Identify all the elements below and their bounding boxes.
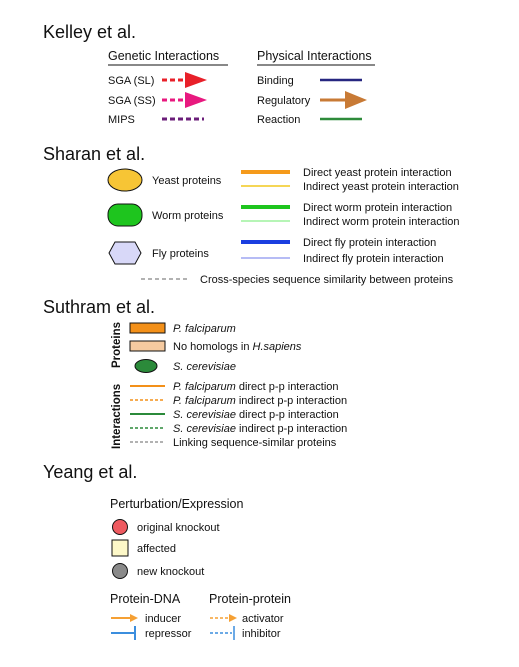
fly-protein-node <box>108 241 142 265</box>
affected-node <box>111 539 129 557</box>
repressor-label: repressor <box>145 628 192 640</box>
sga-ss-label: SGA (SS) <box>108 95 156 107</box>
activator-arrowhead <box>229 614 237 622</box>
pf-direct-label: P. falciparum direct p-p interaction <box>173 381 339 393</box>
linking-similar-label: Linking sequence-similar proteins <box>173 437 337 449</box>
sc-direct-label: S. cerevisiae direct p-p interaction <box>173 409 339 421</box>
pf-indirect-label: P. falciparum indirect p-p interaction <box>173 395 347 407</box>
sharan-title: Sharan et al. <box>43 144 145 164</box>
new-knockout-node <box>112 563 128 579</box>
yeast-proteins-label: Yeast proteins <box>152 175 222 187</box>
fly-indirect-label: Indirect fly protein interaction <box>303 253 444 265</box>
proteins-vertical-label: Proteins <box>111 322 123 368</box>
no-homologs-species: H.sapiens <box>253 341 302 353</box>
protein-protein-header: Protein-protein <box>209 592 291 606</box>
regulatory-arrowhead <box>345 91 367 109</box>
reaction-label: Reaction <box>257 114 300 126</box>
inhibitor-label: inhibitor <box>242 628 281 640</box>
sc-indirect-label: S. cerevisiae indirect p-p interaction <box>173 423 347 435</box>
mips-label: MIPS <box>108 114 135 126</box>
genetic-interactions-header: Genetic Interactions <box>108 49 219 63</box>
original-knockout-node <box>112 519 128 535</box>
no-homologs-node <box>129 340 166 352</box>
activator-label: activator <box>242 613 284 625</box>
yeang-title: Yeang et al. <box>43 462 137 482</box>
worm-indirect-label: Indirect worm protein interaction <box>303 216 460 228</box>
fly-proteins-label: Fly proteins <box>152 248 209 260</box>
sga-sl-arrowhead <box>185 72 207 88</box>
sga-ss-arrowhead <box>185 92 207 108</box>
cross-species-label: Cross-species sequence similarity betwee… <box>200 274 454 286</box>
yeast-direct-label: Direct yeast protein interaction <box>303 167 452 179</box>
p-falciparum-label: P. falciparum <box>173 323 236 335</box>
yeast-indirect-label: Indirect yeast protein interaction <box>303 181 459 193</box>
perturbation-header: Perturbation/Expression <box>110 497 243 511</box>
s-cerevisiae-label: S. cerevisiae <box>173 361 236 373</box>
sga-sl-label: SGA (SL) <box>108 75 154 87</box>
s-cerevisiae-node <box>134 359 158 373</box>
regulatory-label: Regulatory <box>257 95 311 107</box>
new-knockout-label: new knockout <box>137 566 204 578</box>
suthram-title: Suthram et al. <box>43 297 155 317</box>
no-homologs-prefix: No homologs in <box>173 341 253 353</box>
kelley-title: Kelley et al. <box>43 22 136 42</box>
worm-proteins-label: Worm proteins <box>152 210 224 222</box>
binding-label: Binding <box>257 75 294 87</box>
no-homologs-label: No homologs in H.sapiens <box>173 341 302 353</box>
inducer-label: inducer <box>145 613 181 625</box>
worm-direct-label: Direct worm protein interaction <box>303 202 452 214</box>
affected-label: affected <box>137 543 176 555</box>
yeast-protein-node <box>107 168 143 192</box>
original-knockout-label: original knockout <box>137 522 220 534</box>
fly-direct-label: Direct fly protein interaction <box>303 237 436 249</box>
inducer-arrowhead <box>130 614 138 622</box>
protein-dna-header: Protein-DNA <box>110 592 181 606</box>
interactions-vertical-label: Interactions <box>111 384 123 449</box>
worm-protein-node <box>107 203 143 227</box>
physical-interactions-header: Physical Interactions <box>257 49 372 63</box>
p-falciparum-node <box>129 322 166 334</box>
